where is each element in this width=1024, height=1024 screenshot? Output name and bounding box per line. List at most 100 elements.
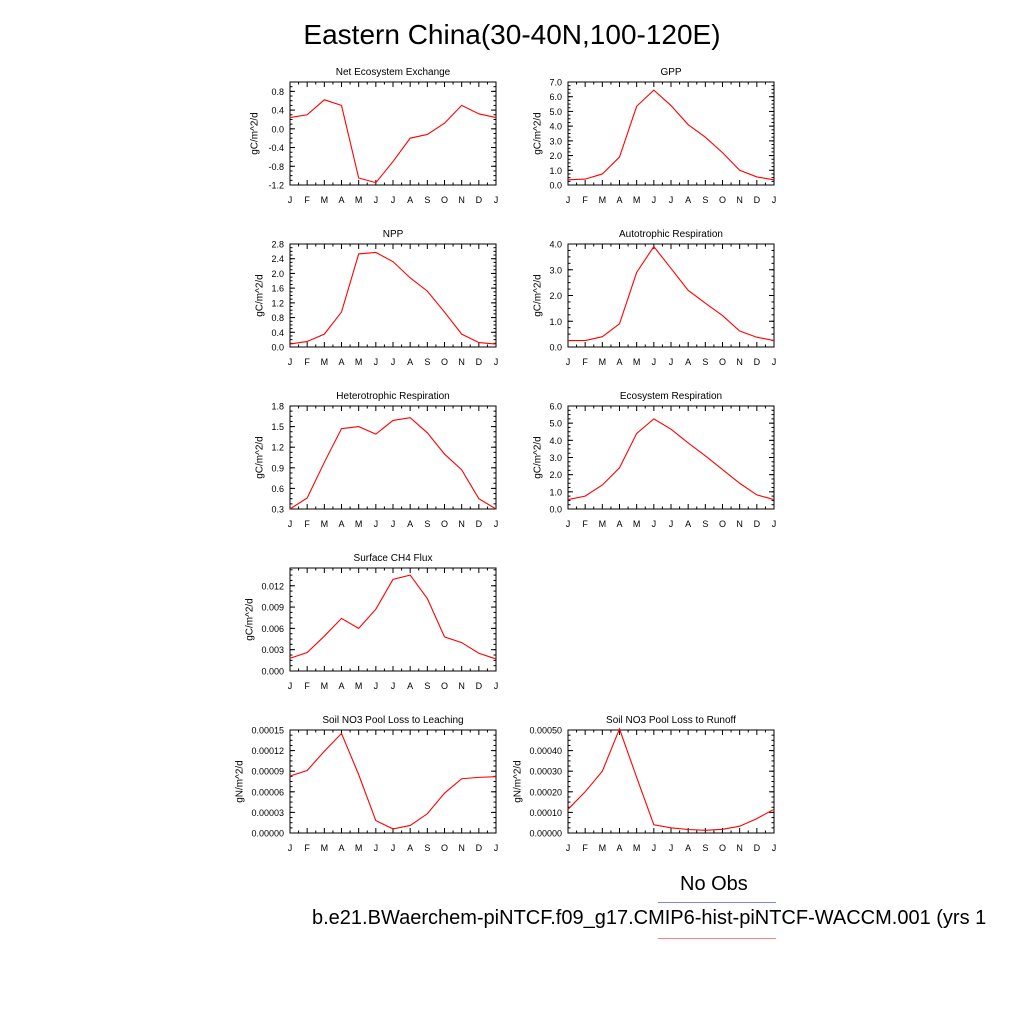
x-tick-label-6-12: J [494, 681, 499, 691]
y-tick-label-7-2: 0.00006 [251, 787, 284, 797]
x-tick-label-8-12: J [772, 843, 777, 853]
legend-case-line [658, 938, 776, 939]
x-tick-label-8-4: M [633, 843, 641, 853]
panel-title-7: Soil NO3 Pool Loss to Leaching [322, 715, 463, 726]
y-tick-label-7-5: 0.00015 [251, 726, 284, 736]
x-tick-label-7-9: O [441, 843, 448, 853]
y-tick-label-6-4: 0.012 [261, 581, 284, 591]
panel-title-6: Surface CH4 Flux [354, 553, 433, 564]
panel-frame-0 [289, 81, 497, 186]
y-tick-label-2-4: 1.6 [271, 284, 284, 294]
y-tick-label-8-2: 0.00020 [529, 787, 562, 797]
panel-frame-6 [289, 567, 497, 672]
panel-frame-2 [289, 243, 497, 348]
y-axis-label-2: gC/m^2/d [255, 274, 266, 317]
y-tick-label-2-3: 1.2 [271, 298, 284, 308]
x-tick-label-4-10: N [458, 519, 465, 529]
y-tick-label-5-2: 2.0 [549, 470, 562, 480]
x-tick-label-0-9: O [441, 195, 448, 205]
x-tick-label-6-1: F [304, 681, 310, 691]
y-tick-label-3-3: 3.0 [549, 265, 562, 275]
panel-title-8: Soil NO3 Pool Loss to Runoff [606, 715, 736, 726]
x-tick-label-8-11: D [754, 843, 761, 853]
y-tick-label-5-5: 5.0 [549, 419, 562, 429]
y-tick-label-8-0: 0.00000 [529, 829, 562, 839]
x-tick-label-2-10: N [458, 357, 465, 367]
x-tick-label-4-7: A [407, 519, 413, 529]
y-tick-label-7-1: 0.00003 [251, 808, 284, 818]
x-tick-label-5-2: M [599, 519, 607, 529]
x-tick-label-1-10: N [736, 195, 743, 205]
y-tick-label-7-3: 0.00009 [251, 767, 284, 777]
x-tick-label-0-0: J [288, 195, 293, 205]
y-tick-label-2-5: 2.0 [271, 269, 284, 279]
x-tick-label-7-11: D [476, 843, 483, 853]
x-tick-label-7-2: M [321, 843, 329, 853]
series-line-0 [289, 99, 497, 184]
y-tick-label-6-0: 0.000 [261, 667, 284, 677]
y-tick-label-0-5: 0.8 [271, 87, 284, 97]
x-tick-label-7-8: S [424, 843, 430, 853]
y-tick-label-2-1: 0.4 [271, 328, 284, 338]
x-tick-label-3-3: A [616, 357, 622, 367]
y-tick-label-8-3: 0.00030 [529, 767, 562, 777]
x-tick-label-6-11: D [476, 681, 483, 691]
legend-obs-label: No Obs [680, 873, 748, 895]
y-axis-label-5: gC/m^2/d [533, 436, 544, 479]
x-tick-label-1-7: A [685, 195, 691, 205]
x-tick-label-8-2: M [599, 843, 607, 853]
x-tick-label-5-3: A [616, 519, 622, 529]
x-tick-label-3-11: D [754, 357, 761, 367]
x-tick-label-3-7: A [685, 357, 691, 367]
series-line-5 [567, 418, 775, 501]
y-tick-label-6-3: 0.009 [261, 603, 284, 613]
x-tick-label-1-8: S [702, 195, 708, 205]
y-tick-label-4-5: 1.8 [271, 402, 284, 412]
y-tick-label-0-3: 0.0 [271, 124, 284, 134]
y-axis-label-7: gN/m^2/d [234, 760, 245, 803]
x-tick-label-6-7: A [407, 681, 413, 691]
x-tick-label-1-0: J [566, 195, 571, 205]
panel-frame-3 [567, 243, 775, 348]
y-tick-label-1-2: 2.0 [549, 151, 562, 161]
series-line-8 [567, 727, 775, 831]
x-tick-label-6-9: O [441, 681, 448, 691]
y-tick-label-4-4: 1.5 [271, 422, 284, 432]
x-tick-label-5-11: D [754, 519, 761, 529]
x-tick-label-4-3: A [338, 519, 344, 529]
x-tick-label-2-3: A [338, 357, 344, 367]
y-tick-label-2-6: 2.4 [271, 254, 284, 264]
panel-title-3: Autotrophic Respiration [619, 229, 723, 240]
y-tick-label-3-1: 1.0 [549, 317, 562, 327]
series-line-1 [567, 89, 775, 181]
series-line-6 [289, 574, 497, 660]
y-tick-label-3-2: 2.0 [549, 291, 562, 301]
y-tick-label-6-1: 0.003 [261, 645, 284, 655]
x-tick-label-2-5: J [374, 357, 379, 367]
x-tick-label-5-1: F [582, 519, 588, 529]
x-tick-label-4-8: S [424, 519, 430, 529]
x-tick-label-2-9: O [441, 357, 448, 367]
x-tick-label-0-3: A [338, 195, 344, 205]
x-tick-label-7-3: A [338, 843, 344, 853]
y-tick-label-5-6: 6.0 [549, 402, 562, 412]
figure-title: Eastern China(30-40N,100-120E) [303, 19, 721, 50]
legend-case-label: b.e21.BWaerchem-piNTCF.f09_g17.CMIP6-his… [312, 907, 987, 929]
y-axis-label-8: gN/m^2/d [512, 760, 523, 803]
x-tick-label-5-10: N [736, 519, 743, 529]
x-tick-label-0-6: J [391, 195, 396, 205]
y-tick-label-4-3: 1.2 [271, 443, 284, 453]
x-tick-label-4-1: F [304, 519, 310, 529]
x-tick-label-3-9: O [719, 357, 726, 367]
series-line-2 [289, 251, 497, 345]
x-tick-label-2-8: S [424, 357, 430, 367]
y-tick-label-6-2: 0.006 [261, 624, 284, 634]
x-tick-label-1-4: M [633, 195, 641, 205]
x-tick-label-2-4: M [355, 357, 363, 367]
x-tick-label-6-5: J [374, 681, 379, 691]
x-tick-label-1-2: M [599, 195, 607, 205]
panel-frame-7 [289, 729, 497, 834]
